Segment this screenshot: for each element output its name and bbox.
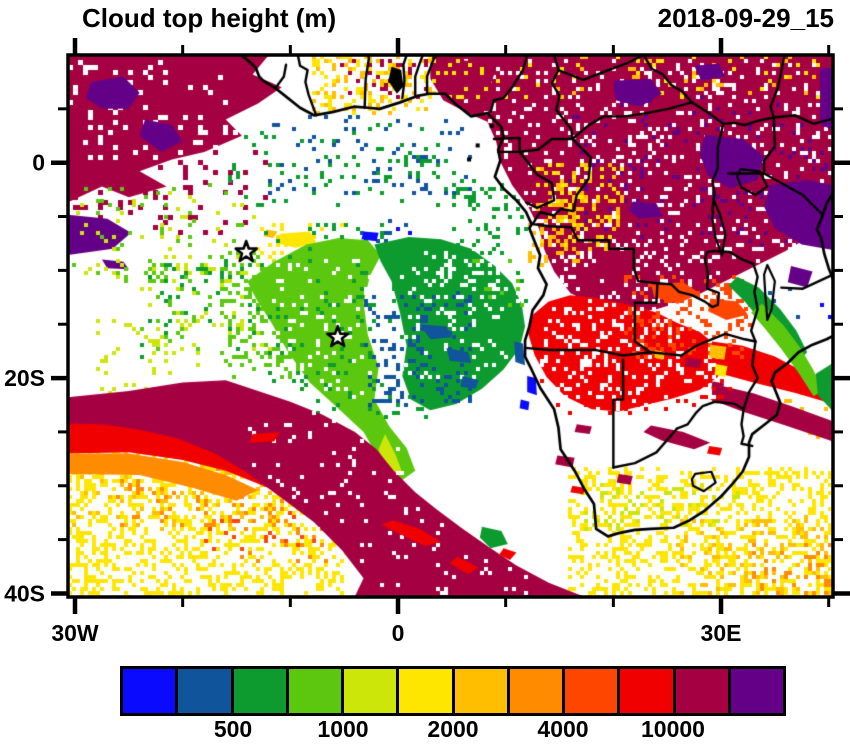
colorbar-cell	[675, 669, 731, 713]
colorbar-tick-label: 1000	[317, 716, 369, 742]
colorbar-cell	[454, 669, 510, 713]
colorbar-cell	[565, 669, 621, 713]
colorbar-cell	[344, 669, 400, 713]
map-field-canvas	[68, 55, 833, 597]
colorbar-cell	[233, 669, 289, 713]
colorbar-cell	[509, 669, 565, 713]
axis-tick-label: 40S	[4, 580, 45, 606]
timestamp-label: 2018-09-29_15	[657, 3, 834, 33]
colorbar-tick-label: 500	[213, 716, 253, 742]
colorbar-cell	[620, 669, 676, 713]
axis-tick-label: 0	[392, 620, 405, 646]
page-title: Cloud top height (m)	[82, 3, 337, 33]
colorbar	[120, 666, 786, 716]
colorbar-tick-label: 4000	[537, 716, 589, 742]
axis-tick-label: 20S	[4, 365, 45, 391]
colorbar-cell	[288, 669, 344, 713]
colorbar-tick-label: 2000	[427, 716, 479, 742]
colorbar-cell	[730, 669, 783, 713]
axis-tick-label: 30W	[51, 620, 99, 646]
colorbar-cell	[399, 669, 455, 713]
axis-tick-label: 30E	[701, 620, 742, 646]
colorbar-cell	[123, 669, 179, 713]
colorbar-cell	[178, 669, 234, 713]
axis-tick-label: 0	[32, 150, 45, 176]
colorbar-tick-label: 10000	[641, 716, 705, 742]
